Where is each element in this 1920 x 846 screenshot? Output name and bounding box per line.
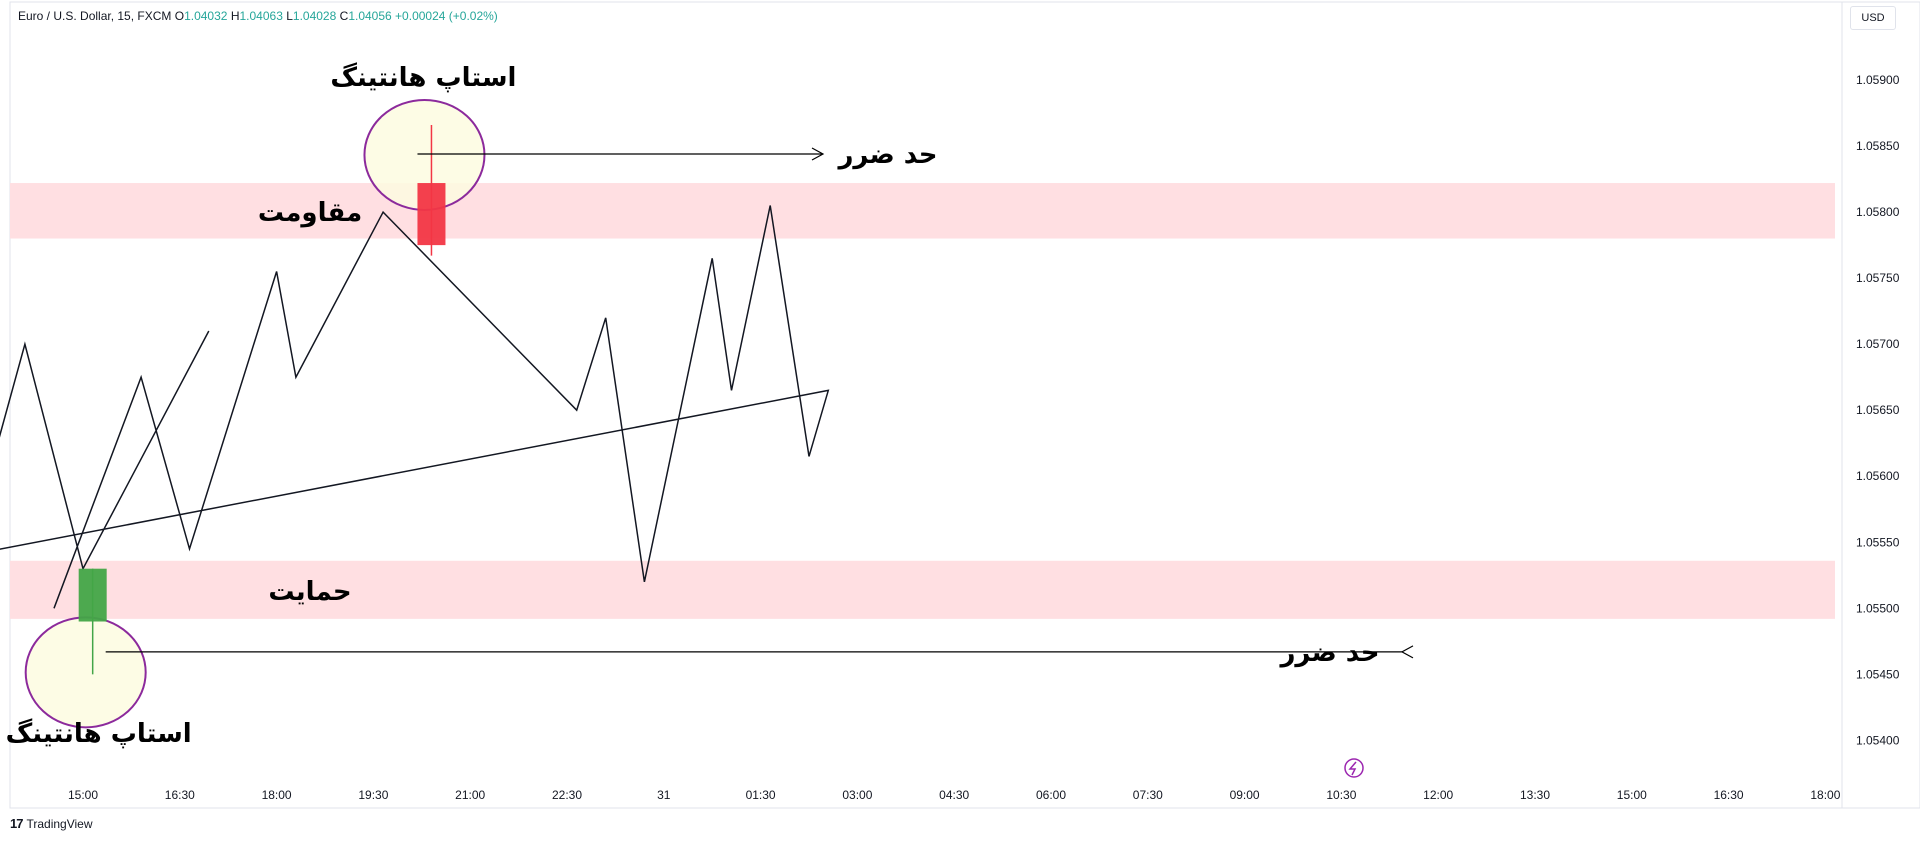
change-value: +0.00024 (+0.02%) xyxy=(395,9,498,23)
chart-frame xyxy=(9,1,1920,809)
y-tick-label: 1.05600 xyxy=(1856,469,1900,483)
y-tick-label: 1.05850 xyxy=(1856,139,1900,153)
x-tick-label: 06:00 xyxy=(1036,788,1066,802)
resistance-zone xyxy=(10,183,1835,239)
resistance-label: مقاومت xyxy=(258,198,362,228)
x-tick-label: 18:00 xyxy=(262,788,292,802)
x-tick-label: 01:30 xyxy=(746,788,776,802)
close-value: 1.04056 xyxy=(348,9,392,23)
support-label: حمایت xyxy=(268,577,351,607)
x-tick-label: 13:30 xyxy=(1520,788,1550,802)
x-tick-label: 21:00 xyxy=(455,788,485,802)
candle-body-2 xyxy=(78,568,107,622)
y-tick-label: 1.05900 xyxy=(1856,73,1900,87)
y-tick-label: 1.05700 xyxy=(1856,337,1900,351)
lightning-icon xyxy=(1348,761,1357,776)
stop-loss-arrowhead-2 xyxy=(1400,645,1414,659)
x-tick-label: 15:00 xyxy=(1617,788,1647,802)
stop-loss-label-1: حد ضرر xyxy=(836,140,937,170)
x-tick-label: 16:30 xyxy=(165,788,195,802)
candle-body-1 xyxy=(417,183,446,246)
stop-hunting-label-1: استاپ هانتینگ xyxy=(330,62,516,93)
x-tick-label: 19:30 xyxy=(358,788,388,802)
x-tick-label: 16:30 xyxy=(1714,788,1744,802)
x-tick-label: 22:30 xyxy=(552,788,582,802)
stop-hunting-label-2: استاپ هانتینگ xyxy=(6,718,192,749)
x-tick-label: 04:30 xyxy=(939,788,969,802)
tradingview-brand[interactable]: 17 TradingView xyxy=(10,816,93,831)
close-label: C xyxy=(339,9,349,23)
x-tick-label: 18:00 xyxy=(1810,788,1840,802)
tradingview-logo-icon: 17 xyxy=(10,816,24,831)
x-tick-label: 09:00 xyxy=(1230,788,1260,802)
open-label: O xyxy=(174,9,185,23)
support-zone xyxy=(10,560,1835,619)
y-tick-label: 1.05750 xyxy=(1856,271,1900,285)
low-label: L xyxy=(286,9,293,23)
x-tick-label: 07:30 xyxy=(1133,788,1163,802)
x-tick-label: 15:00 xyxy=(68,788,98,802)
y-tick-label: 1.05450 xyxy=(1856,667,1900,681)
y-tick-label: 1.05500 xyxy=(1856,601,1900,615)
y-tick-label: 1.05650 xyxy=(1856,403,1900,417)
high-value: 1.04063 xyxy=(239,9,283,23)
stop-loss-label-2: حد ضرر xyxy=(1278,638,1379,668)
high-label: H xyxy=(230,9,240,23)
stop-loss-arrowhead-1 xyxy=(811,147,825,161)
y-tick-label: 1.05550 xyxy=(1856,535,1900,549)
x-tick-label: 31 xyxy=(657,788,671,802)
open-value: 1.04032 xyxy=(184,9,228,23)
y-tick-label: 1.05400 xyxy=(1856,733,1900,747)
currency-button[interactable]: USD xyxy=(1850,6,1896,30)
x-tick-label: 12:00 xyxy=(1423,788,1453,802)
price-line xyxy=(0,205,830,609)
stop-hunting-circle-2 xyxy=(24,616,147,729)
symbol-name: Euro / U.S. Dollar, 15, FXCM xyxy=(18,9,172,23)
brand-label: TradingView xyxy=(26,816,93,831)
x-tick-label: 10:30 xyxy=(1326,788,1356,802)
y-tick-label: 1.05800 xyxy=(1856,205,1900,219)
low-value: 1.04028 xyxy=(292,9,337,23)
symbol-info-bar[interactable]: Euro / U.S. Dollar, 15, FXCM O1.04032 H1… xyxy=(18,9,498,23)
event-icon xyxy=(1344,758,1364,778)
x-tick-label: 03:00 xyxy=(842,788,872,802)
